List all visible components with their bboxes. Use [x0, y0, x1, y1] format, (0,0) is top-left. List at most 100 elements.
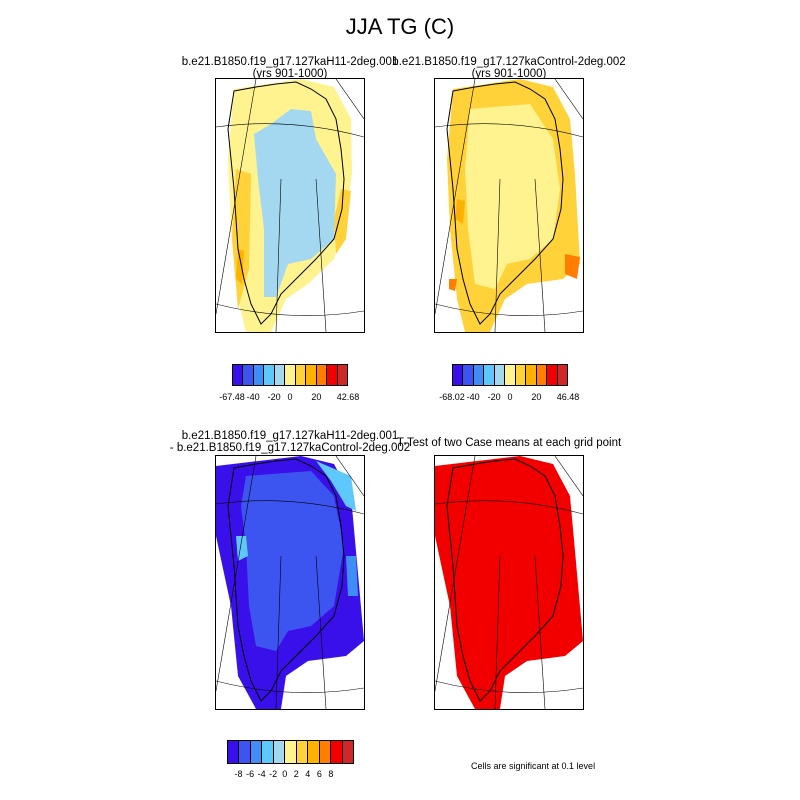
colorbar-swatch: [285, 741, 297, 763]
meridian-center-east: [534, 178, 546, 332]
colorbar-swatch: [306, 365, 317, 385]
colorbar-swatch: [547, 365, 558, 385]
field-orange-east: [565, 254, 580, 279]
map-panel-2-svg: [435, 79, 583, 332]
colorbar-tick-label: 42.68: [336, 392, 360, 402]
field-light-yellow: [465, 104, 560, 289]
colorbar-swatch: [295, 365, 307, 385]
latitude-line-south: [216, 680, 364, 693]
greenland-coastline: [446, 458, 564, 702]
figure-title: JJA TG (C): [345, 14, 455, 39]
colorbar-swatch: [526, 365, 537, 385]
meridian-center-east: [534, 555, 546, 709]
field-orange-west: [455, 199, 465, 224]
colorbar-swatch: [243, 365, 254, 385]
field-significant-red: [435, 456, 583, 709]
latitude-line-north: [435, 123, 583, 138]
colorbar-tick-label: 0: [507, 392, 513, 402]
colorbar-swatch: [494, 365, 506, 385]
colorbar-swatch: [557, 365, 567, 385]
latitude-line-north: [216, 123, 364, 138]
colorbar-tick-label: -6: [246, 769, 255, 779]
field-light-blue-northeast: [316, 461, 356, 511]
field-blue: [241, 471, 344, 651]
colorbar-3: [227, 740, 354, 764]
colorbar-swatch: [239, 741, 251, 763]
latitude-line-south: [216, 303, 364, 316]
field-orange-southwest: [449, 279, 457, 291]
field-medium-blue-east: [346, 556, 358, 596]
colorbar-swatch: [484, 365, 495, 385]
colorbar-swatch: [327, 365, 338, 385]
colorbar-tick-label: -20: [267, 392, 281, 402]
colorbar-tick-label: -8: [234, 769, 243, 779]
greenland-coastline: [227, 81, 345, 325]
panel4-title: T-Test of two Case means at each grid po…: [397, 437, 621, 449]
panel2-title-line1: b.e21.B1850.f19_g17.127kaControl-2deg.00…: [392, 56, 626, 68]
meridian-center-west: [494, 178, 501, 332]
colorbar-swatch: [473, 365, 485, 385]
colorbar-swatch: [273, 741, 286, 763]
colorbar-tick-label: -68.02: [439, 392, 465, 402]
colorbar-swatch: [253, 365, 265, 385]
colorbar-swatch: [274, 365, 286, 385]
colorbar-swatch: [264, 365, 275, 385]
latitude-line-north: [216, 500, 364, 515]
colorbar-swatch: [228, 741, 240, 763]
meridian-northeast: [554, 79, 583, 120]
colorbar-swatch: [285, 365, 296, 385]
map-panel-3-svg: [216, 456, 364, 709]
map-panel-4: [434, 455, 584, 710]
colorbar-swatch: [262, 741, 274, 763]
colorbar-tick-label: -4: [257, 769, 266, 779]
colorbar-swatch: [337, 365, 347, 385]
colorbar-tick-label: -40: [466, 392, 480, 402]
field-gold-east: [334, 189, 351, 254]
meridian-center-east: [315, 555, 327, 709]
meridian-northeast: [335, 79, 364, 120]
latitude-line-south: [435, 303, 583, 316]
meridian-center-east: [315, 178, 327, 332]
colorbar-swatch: [308, 741, 320, 763]
map-panel-2: [434, 78, 584, 333]
colorbar-tick-label: 8: [328, 769, 334, 779]
colorbar-2-ticks: -68.02 -40 -20 0 20 46.48: [439, 392, 579, 404]
colorbar-tick-label: 2: [293, 769, 299, 779]
latitude-line-south: [435, 680, 583, 693]
colorbar-2: [452, 364, 568, 386]
map-panel-4-svg: [435, 456, 583, 709]
colorbar-swatch: [463, 365, 474, 385]
colorbar-tick-label: -40: [246, 392, 260, 402]
colorbar-swatch: [453, 365, 464, 385]
field-light-blue: [254, 109, 336, 297]
colorbar-swatch: [331, 741, 343, 763]
meridian-northeast: [554, 456, 583, 497]
colorbar-swatch: [316, 365, 328, 385]
colorbar-swatch: [296, 741, 309, 763]
meridian-west: [435, 456, 476, 692]
colorbar-tick-label: -67.48: [219, 392, 245, 402]
significance-note: Cells are significant at 0.1 level: [471, 761, 596, 771]
panel2-title: b.e21.B1850.f19_g17.127kaControl-2deg.00…: [392, 56, 625, 80]
panel2-title-line2: (yrs 901-1000): [471, 68, 547, 80]
field-orange: [236, 249, 244, 284]
colorbar-tick-label: -20: [487, 392, 501, 402]
panel1-title-line1: b.e21.B1850.f19_g17.127kaH11-2deg.001: [181, 56, 399, 68]
colorbar-swatch: [515, 365, 527, 385]
colorbar-tick-label: -2: [269, 769, 278, 779]
colorbar-swatch: [319, 741, 332, 763]
panel1-title: b.e21.B1850.f19_g17.127kaH11-2deg.001 (y…: [182, 56, 399, 80]
meridian-west: [435, 79, 476, 315]
colorbar-tick-label: 0: [287, 392, 293, 402]
colorbar-3-ticks: -8 -6 -4 -2 0 2 4 6 8: [227, 769, 354, 781]
colorbar-swatch: [342, 741, 353, 763]
colorbar-tick-label: 4: [305, 769, 311, 779]
map-panel-1: [215, 78, 365, 333]
meridian-center-west: [494, 555, 501, 709]
colorbar-tick-label: 46.48: [556, 392, 580, 402]
panel4-title-line1: T-Test of two Case means at each grid po…: [396, 437, 622, 449]
colorbar-1: [232, 364, 348, 386]
meridian-center-west: [275, 178, 282, 332]
greenland-coastline: [227, 458, 345, 702]
panel3-title: b.e21.B1850.f19_g17.127kaH11-2deg.001 - …: [170, 430, 410, 454]
